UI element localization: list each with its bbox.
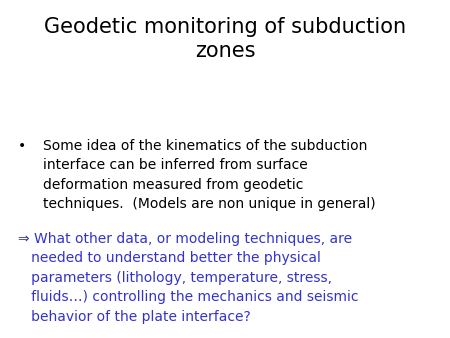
Text: •: • xyxy=(18,139,26,152)
Text: ⇒ What other data, or modeling techniques, are
   needed to understand better th: ⇒ What other data, or modeling technique… xyxy=(18,232,359,323)
Text: Geodetic monitoring of subduction
zones: Geodetic monitoring of subduction zones xyxy=(44,17,406,61)
Text: Some idea of the kinematics of the subduction
interface can be inferred from sur: Some idea of the kinematics of the subdu… xyxy=(43,139,375,211)
